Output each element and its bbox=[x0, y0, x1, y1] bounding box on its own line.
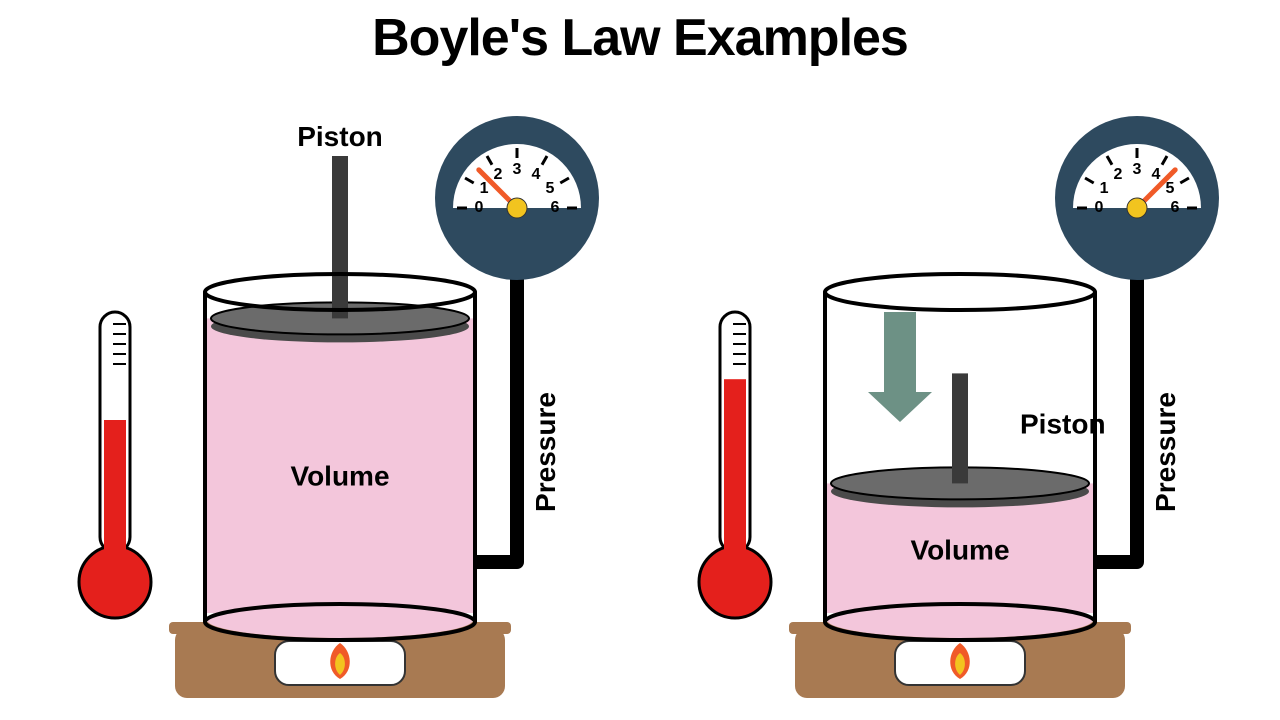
gauge-tick-label: 6 bbox=[551, 199, 560, 216]
diagram-stage: VolumePiston0123456PressureVolumePiston0… bbox=[0, 68, 1280, 720]
pressure-label: Pressure bbox=[530, 392, 561, 512]
page-title: Boyle's Law Examples bbox=[0, 8, 1280, 68]
volume-label: Volume bbox=[910, 535, 1009, 566]
apparatus-wrap-1: Volume Piston 0 12345 6 Pressure bbox=[680, 68, 1240, 708]
piston-rod bbox=[332, 156, 348, 318]
gauge-tick-label: 1 bbox=[480, 180, 489, 197]
gauge-hub bbox=[507, 198, 527, 218]
thermometer-fluid bbox=[104, 420, 126, 552]
down-arrow-icon bbox=[868, 312, 932, 422]
gauge-tick-label: 2 bbox=[494, 166, 503, 183]
gauge-tick-label: 6 bbox=[1171, 199, 1180, 216]
piston-label: Piston bbox=[1020, 408, 1106, 439]
thermometer-fluid bbox=[724, 379, 746, 552]
pressure-label: Pressure bbox=[1150, 392, 1181, 512]
thermometer-neck bbox=[724, 540, 746, 554]
apparatus-wrap-0: Volume Piston 0 12345 6 Pressure bbox=[60, 68, 620, 708]
gauge-tick-label: 4 bbox=[1152, 166, 1161, 183]
gauge-tick-label: 0 bbox=[475, 199, 484, 216]
gauge-tick-label: 5 bbox=[1165, 180, 1174, 197]
piston-rod bbox=[952, 373, 968, 483]
gauge-tick-label: 3 bbox=[513, 161, 522, 178]
gauge-tick-label: 4 bbox=[532, 166, 541, 183]
thermometer-neck bbox=[104, 540, 126, 554]
gauge-tick-label: 5 bbox=[545, 180, 554, 197]
gauge-tick-label: 3 bbox=[1133, 161, 1142, 178]
gauge-tick-label: 1 bbox=[1100, 180, 1109, 197]
gauge-hub bbox=[1127, 198, 1147, 218]
apparatus-1: Volume Piston 0 12345 6 Pressure bbox=[680, 68, 1240, 708]
gauge-tick-label: 2 bbox=[1114, 166, 1123, 183]
piston-label: Piston bbox=[297, 121, 383, 152]
thermometer-bulb bbox=[79, 546, 151, 618]
cylinder-rim bbox=[825, 274, 1095, 310]
apparatus-0: Volume Piston 0 12345 6 Pressure bbox=[60, 68, 620, 708]
volume-label: Volume bbox=[290, 460, 389, 491]
thermometer-bulb bbox=[699, 546, 771, 618]
gauge-tick-label: 0 bbox=[1095, 199, 1104, 216]
